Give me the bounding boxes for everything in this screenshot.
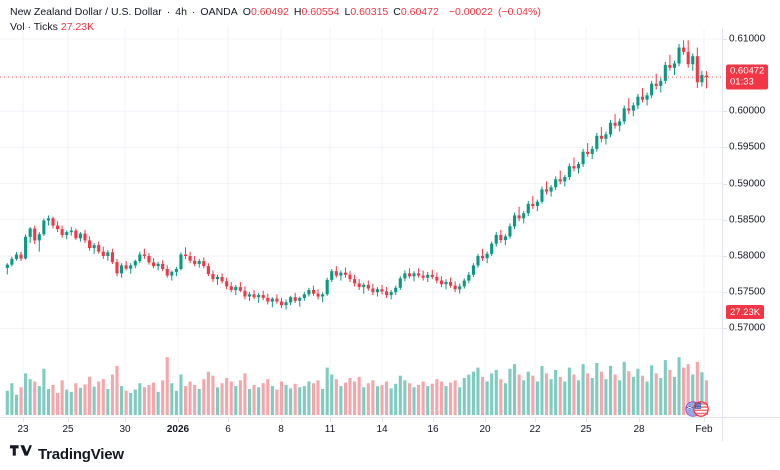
price-axis-label: 0.58000 xyxy=(729,250,766,262)
time-axis-tick xyxy=(535,418,536,422)
price-axis-tick xyxy=(723,328,727,330)
legend-interval[interactable]: 4h xyxy=(175,6,187,18)
currency-pair-flags-icon xyxy=(684,400,710,418)
time-axis-label: 2026 xyxy=(166,424,190,435)
time-axis-tick xyxy=(704,418,705,422)
time-axis-tick xyxy=(125,418,126,422)
time-axis-tick xyxy=(228,418,229,422)
time-axis-label: 23 xyxy=(17,424,29,435)
time-axis-label: 30 xyxy=(119,424,131,435)
axis-corner xyxy=(722,417,780,441)
legend-close-value: 0.60472 xyxy=(400,6,439,18)
candlestick-series xyxy=(0,40,722,415)
chart-gridlines xyxy=(0,28,722,417)
time-axis-tick xyxy=(281,418,282,422)
time-axis-label: Feb xyxy=(695,424,713,435)
legend-change: −0.00022 xyxy=(448,6,493,18)
time-axis-tick xyxy=(382,418,383,422)
legend-low-key: L xyxy=(344,6,351,18)
legend-symbol-row: New Zealand Dollar / U.S. Dollar · 4h · OAND… xyxy=(10,5,541,19)
price-axis-tick xyxy=(723,147,727,149)
time-axis-tick xyxy=(433,418,434,422)
tradingview-logo[interactable]: TradingView xyxy=(10,445,124,464)
legend-sep-1: · xyxy=(166,6,171,18)
time-axis-label: 11 xyxy=(324,424,336,435)
price-axis-label: 0.60000 xyxy=(729,105,766,117)
price-axis-label: 0.57500 xyxy=(729,286,766,298)
price-axis-label: 0.57000 xyxy=(729,322,766,334)
price-axis-tick xyxy=(723,255,727,257)
current-price-value: 0.60472 xyxy=(730,65,765,77)
legend-low-value: 0.60315 xyxy=(350,6,389,18)
legend-sep-2: · xyxy=(191,6,196,18)
time-axis-label: 20 xyxy=(479,424,491,435)
legend-exchange: OANDA xyxy=(200,6,238,18)
price-axis-tick xyxy=(723,111,727,113)
time-axis-label: 25 xyxy=(580,424,592,435)
time-axis-label: 28 xyxy=(633,424,645,435)
legend-open-value: 0.60492 xyxy=(250,6,289,18)
price-axis-tick xyxy=(723,38,727,40)
legend-high-value: 0.60554 xyxy=(301,6,340,18)
time-axis-tick xyxy=(639,418,640,422)
time-axis-tick xyxy=(586,418,587,422)
legend-symbol[interactable]: New Zealand Dollar / U.S. Dollar xyxy=(10,6,162,18)
time-axis-label: 22 xyxy=(529,424,541,435)
time-axis-tick xyxy=(178,418,179,422)
price-axis-label: 0.58500 xyxy=(729,214,766,226)
legend-close-key: C xyxy=(393,6,401,18)
tradingview-mark-icon xyxy=(10,445,32,464)
price-axis-tick xyxy=(723,219,727,221)
time-axis-label: 8 xyxy=(278,424,284,435)
time-axis[interactable]: 23 25 30 2026 6 8 11 14 16 20 22 25 28 Feb xyxy=(0,417,722,441)
time-axis-tick xyxy=(330,418,331,422)
time-axis-tick xyxy=(23,418,24,422)
time-axis-label: 16 xyxy=(427,424,439,435)
price-axis-tick xyxy=(723,292,727,294)
time-axis-label: 25 xyxy=(62,424,74,435)
legend-open-key: O xyxy=(242,6,251,18)
bar-countdown: 01:33 xyxy=(730,76,754,88)
time-axis-label: 14 xyxy=(376,424,388,435)
chart-plot-area[interactable] xyxy=(0,28,722,417)
time-axis-tick xyxy=(68,418,69,422)
time-axis-label: 6 xyxy=(225,424,231,435)
price-axis-tick xyxy=(723,183,727,185)
legend-high-key: H xyxy=(293,6,302,18)
price-axis-label: 0.59000 xyxy=(729,178,766,190)
legend-change-percent: (−0.04%) xyxy=(497,6,541,18)
price-axis-label: 0.59500 xyxy=(729,141,766,153)
price-axis[interactable]: 0.61000 0.60000 0.59500 0.59000 0.58500 0.580… xyxy=(722,28,780,417)
volume-value-badge[interactable]: 27.23K xyxy=(726,305,765,320)
time-axis-tick xyxy=(485,418,486,422)
price-axis-label: 0.61000 xyxy=(729,33,766,45)
tradingview-wordmark: TradingView xyxy=(38,446,124,463)
current-price-badge[interactable]: 0.60472 01:33 xyxy=(726,64,769,90)
